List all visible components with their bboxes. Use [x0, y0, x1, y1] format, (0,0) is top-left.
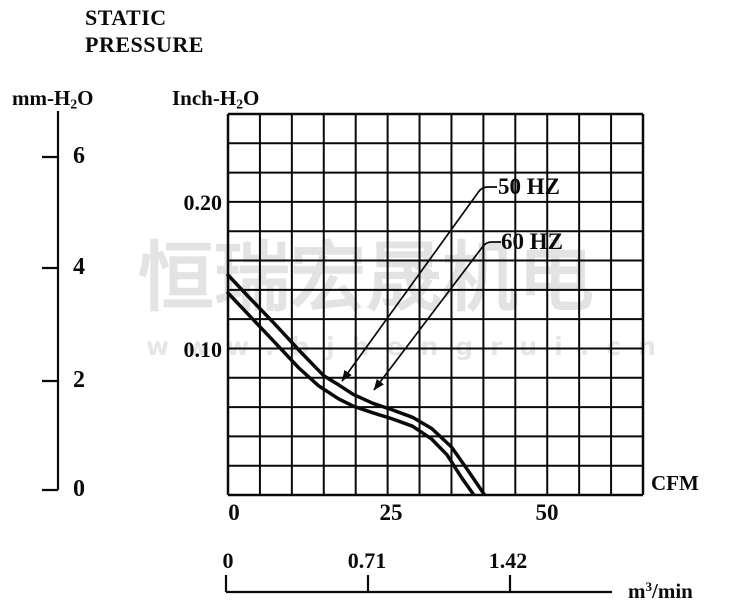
mm-tick-0: 0 [73, 476, 85, 502]
m3min-tick-142: 1.42 [488, 548, 528, 573]
mm-pressure-axis [42, 111, 60, 492]
inch-label-prefix: Inch-H [172, 86, 237, 110]
chart-title-line2: PRESSURE [85, 32, 204, 57]
mm-tick-4: 4 [73, 254, 85, 280]
y-axis-unit-mm-h2o: mm-H2O [12, 87, 94, 112]
inch-label-sub: 2 [236, 96, 244, 112]
series-label-60hz: 60 HZ [501, 229, 563, 254]
m3min-tick-071: 0.71 [347, 548, 387, 573]
chart-title-line1: STATIC [85, 5, 167, 30]
cfm-tick-50: 50 [535, 500, 559, 525]
mm-label-sub: 2 [70, 96, 78, 112]
m3min-tick-0: 0 [222, 548, 234, 573]
m3-unit-sup: 3 [645, 579, 653, 594]
m3-unit-m: m [628, 579, 646, 604]
cfm-tick-25: 25 [379, 500, 403, 525]
mm-label-suffix: O [77, 86, 94, 110]
cfm-tick-0: 0 [228, 500, 240, 525]
x-axis-unit-cfm: CFM [651, 471, 699, 495]
watermark-url-text: www.bjhengrui.cn [146, 332, 673, 361]
inch-label-suffix: O [243, 86, 260, 110]
watermark-cjk-text: 恒瑞宏晟机电 [138, 233, 594, 322]
x-axis-unit-m3min: m3/min [628, 579, 693, 604]
m3-unit-min: /min [652, 579, 693, 604]
mm-label-prefix: mm-H [12, 86, 71, 110]
y-axis-unit-inch-h2o: Inch-H2O [172, 87, 259, 112]
series-label-50hz: 50 HZ [498, 174, 560, 199]
m3min-axis [224, 575, 612, 594]
mm-tick-2: 2 [73, 367, 85, 393]
mm-tick-6: 6 [73, 143, 85, 169]
curve-50hz [226, 291, 475, 496]
inch-tick-020: 0.20 [183, 190, 223, 215]
inch-tick-010: 0.10 [183, 337, 223, 362]
